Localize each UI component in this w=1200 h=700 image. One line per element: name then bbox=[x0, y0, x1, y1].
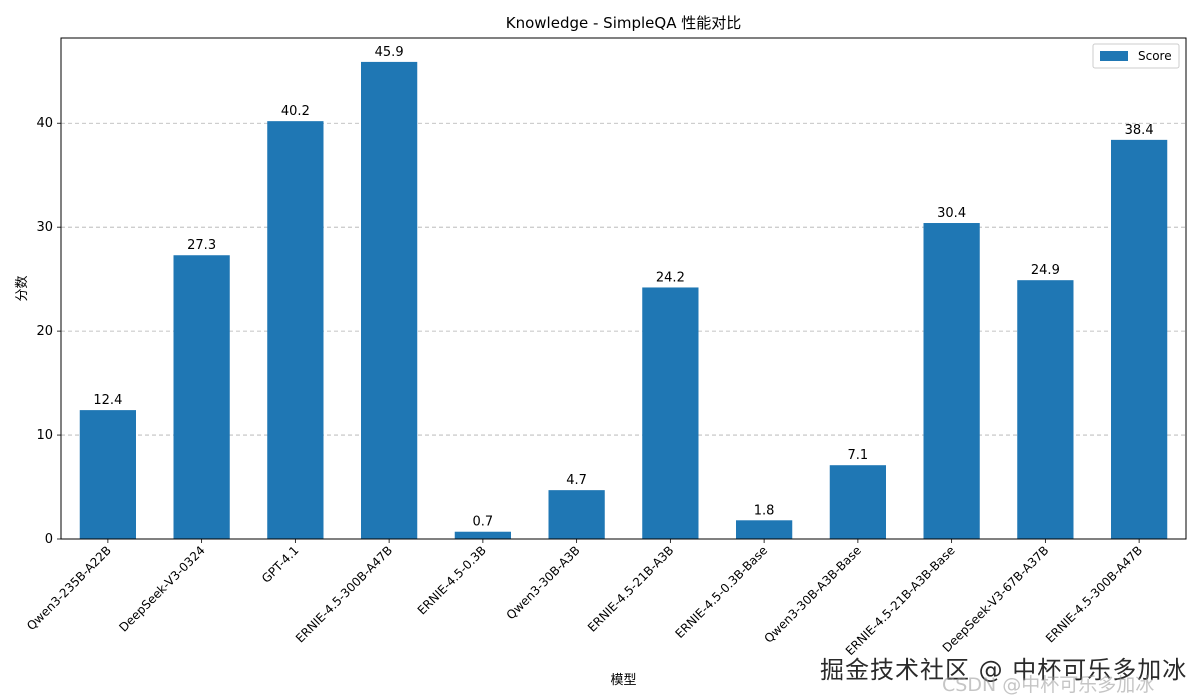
x-tick-label: DeepSeek-V3-67B-A37B bbox=[940, 543, 1052, 655]
plot-frame bbox=[60, 37, 1187, 540]
data-label: 45.9 bbox=[375, 45, 404, 60]
bar bbox=[361, 61, 418, 539]
x-tick-label: Qwen3-30B-A3B bbox=[504, 543, 583, 622]
bar bbox=[923, 223, 980, 539]
y-tick-label: 30 bbox=[36, 220, 53, 235]
data-label: 38.4 bbox=[1125, 123, 1154, 138]
watermark-main: 掘金技术社区 @ 中杯可乐多加冰 bbox=[820, 656, 1188, 684]
bar bbox=[642, 287, 699, 539]
bar bbox=[829, 465, 886, 539]
chart-title: Knowledge - SimpleQA 性能对比 bbox=[506, 14, 741, 32]
x-axis-label: 模型 bbox=[610, 673, 636, 688]
data-label: 24.9 bbox=[1031, 263, 1060, 278]
x-tick-label: ERNIE-4.5-300B-A47B bbox=[1043, 543, 1145, 645]
watermark-sub: CSDN @中杯可乐多加冰 bbox=[942, 674, 1155, 696]
legend-box bbox=[1092, 43, 1180, 69]
y-tick-label: 20 bbox=[36, 324, 53, 339]
y-tick-label: 0 bbox=[45, 532, 53, 547]
y-tick-label: 40 bbox=[36, 116, 53, 131]
x-tick-label: ERNIE-4.5-0.3B bbox=[415, 543, 489, 617]
legend-swatch bbox=[1100, 51, 1128, 61]
data-label: 4.7 bbox=[566, 473, 587, 488]
bar bbox=[1111, 139, 1168, 539]
bar bbox=[1017, 280, 1074, 539]
bar bbox=[736, 520, 793, 539]
x-tick-label: Qwen3-30B-A3B-Base bbox=[761, 543, 864, 646]
data-label: 1.8 bbox=[754, 503, 775, 518]
data-label: 7.1 bbox=[848, 448, 869, 463]
data-label: 12.4 bbox=[93, 393, 122, 408]
x-tick-label: ERNIE-4.5-0.3B-Base bbox=[673, 543, 771, 641]
bar bbox=[548, 490, 605, 539]
data-label: 30.4 bbox=[937, 206, 966, 221]
x-tick-label: ERNIE-4.5-21B-A3B-Base bbox=[843, 543, 958, 658]
bar bbox=[267, 121, 324, 539]
legend-label: Score bbox=[1138, 49, 1172, 63]
data-label: 40.2 bbox=[281, 104, 310, 119]
x-tick-label: ERNIE-4.5-21B-A3B bbox=[585, 543, 677, 635]
y-tick-label: 10 bbox=[36, 428, 53, 443]
data-label: 0.7 bbox=[473, 515, 494, 530]
x-tick-label: ERNIE-4.5-300B-A47B bbox=[293, 543, 395, 645]
x-tick-label: DeepSeek-V3-0324 bbox=[116, 543, 207, 634]
bar bbox=[454, 531, 511, 539]
data-label: 27.3 bbox=[187, 238, 216, 253]
x-tick-label: Qwen3-235B-A22B bbox=[24, 543, 114, 633]
data-label: 24.2 bbox=[656, 270, 685, 285]
bar bbox=[79, 410, 136, 539]
y-axis-label: 分数 bbox=[15, 275, 30, 301]
x-tick-label: GPT-4.1 bbox=[259, 543, 302, 586]
bar bbox=[173, 255, 230, 539]
